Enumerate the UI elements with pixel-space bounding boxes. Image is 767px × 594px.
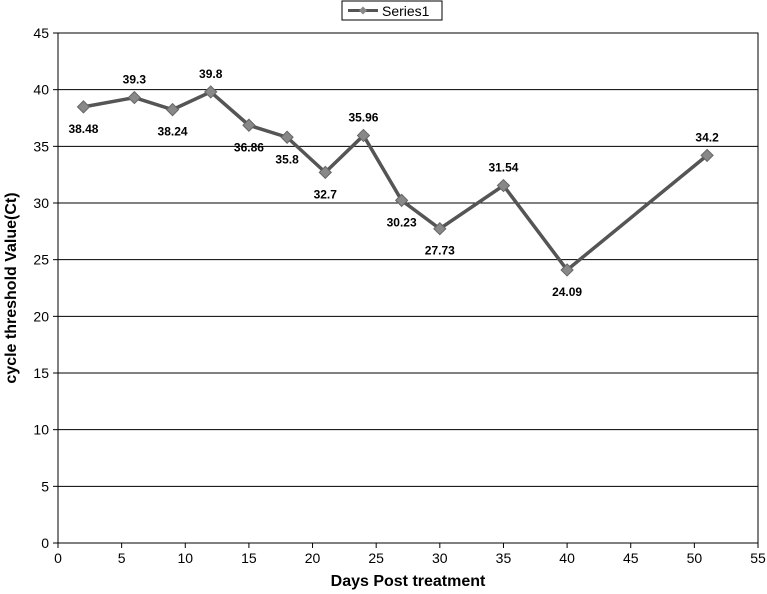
- data-point-marker: [242, 118, 256, 132]
- data-point-marker: [127, 90, 142, 105]
- data-label: 31.54: [488, 161, 518, 175]
- legend-box: [341, 0, 443, 21]
- x-tick-label: 30: [432, 550, 448, 566]
- x-tick-label: 0: [54, 550, 62, 566]
- y-tick-label: 30: [33, 195, 49, 211]
- x-tick-label: 50: [687, 550, 703, 566]
- data-label: 38.48: [68, 122, 98, 136]
- data-point-marker: [165, 102, 180, 117]
- data-point-marker: [700, 148, 714, 163]
- legend-label: Series1: [382, 3, 430, 19]
- y-tick-label: 15: [33, 365, 49, 381]
- x-axis: 0 5 10 15 20 25 30 35 40 45 50 55: [54, 543, 766, 566]
- y-axis-title: cycle threshold Value(Ct): [3, 192, 20, 383]
- x-tick-label: 20: [305, 550, 321, 566]
- series-group: 38.48 39.3 38.24 39.8 36.86 35.8 32.7 35.96 30.2…: [68, 67, 719, 299]
- y-tick-label: 0: [41, 535, 49, 551]
- x-tick-label: 25: [368, 550, 384, 566]
- x-tick-label: 55: [750, 550, 766, 566]
- x-tick-label: 15: [241, 550, 257, 566]
- data-point-marker: [496, 178, 511, 193]
- data-point-marker: [318, 165, 332, 180]
- data-label: 32.7: [314, 187, 338, 201]
- y-tick-label: 5: [41, 478, 49, 494]
- y-tick-label: 45: [33, 25, 49, 41]
- data-point-marker: [394, 193, 409, 208]
- data-label: 36.86: [234, 140, 264, 154]
- data-label: 24.09: [552, 285, 582, 299]
- data-point-marker: [433, 222, 447, 236]
- x-tick-label: 45: [623, 550, 639, 566]
- legend: Series1: [341, 0, 443, 21]
- data-label: 30.23: [387, 215, 417, 229]
- data-label: 39.8: [199, 67, 223, 81]
- data-point-marker: [356, 128, 371, 143]
- data-label: 35.96: [348, 110, 378, 124]
- data-label: 34.2: [695, 130, 719, 144]
- y-tick-label: 35: [33, 138, 49, 154]
- data-label: 35.8: [275, 152, 299, 166]
- data-point-marker: [560, 263, 574, 277]
- series-line: [83, 89, 709, 273]
- legend-marker-icon: [359, 6, 367, 15]
- y-tick-label: 20: [33, 308, 49, 324]
- y-tick-label: 10: [33, 422, 49, 438]
- data-label: 27.73: [425, 244, 455, 258]
- y-axis: 0 5 10 15 20 25 30 35 40 45: [33, 25, 58, 551]
- data-point-marker: [204, 85, 218, 99]
- x-tick-label: 35: [496, 550, 512, 566]
- data-label: 38.24: [158, 125, 188, 139]
- data-label: 39.3: [123, 73, 147, 87]
- gridlines: [58, 89, 758, 487]
- data-point-marker: [76, 100, 91, 114]
- plot-area: [57, 32, 759, 544]
- x-tick-label: 40: [559, 550, 575, 566]
- x-tick-label: 5: [118, 550, 126, 566]
- x-axis-title: Days Post treatment: [331, 573, 486, 590]
- y-tick-label: 25: [33, 252, 49, 268]
- y-tick-label: 40: [33, 82, 49, 98]
- data-point-marker: [280, 130, 294, 144]
- x-tick-label: 10: [177, 550, 193, 566]
